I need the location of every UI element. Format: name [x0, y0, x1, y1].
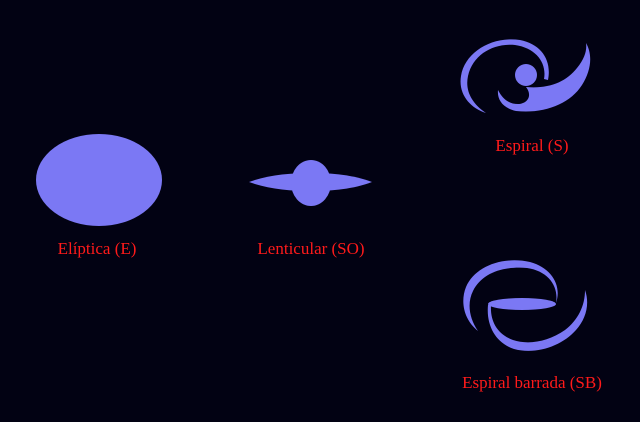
lenticular-galaxy-shape [249, 160, 372, 206]
lenticular-galaxy-label: Lenticular (SO) [257, 239, 365, 258]
elliptical-galaxy-shape [36, 134, 162, 226]
barred-spiral-galaxy-shape [463, 260, 588, 351]
elliptical-galaxy-label: Elíptica (E) [57, 239, 137, 258]
barred-spiral-galaxy-label: Espiral barrada (SB) [462, 373, 602, 392]
spiral-galaxy-shape [460, 39, 591, 114]
spiral-galaxy-label: Espiral (S) [495, 136, 569, 155]
